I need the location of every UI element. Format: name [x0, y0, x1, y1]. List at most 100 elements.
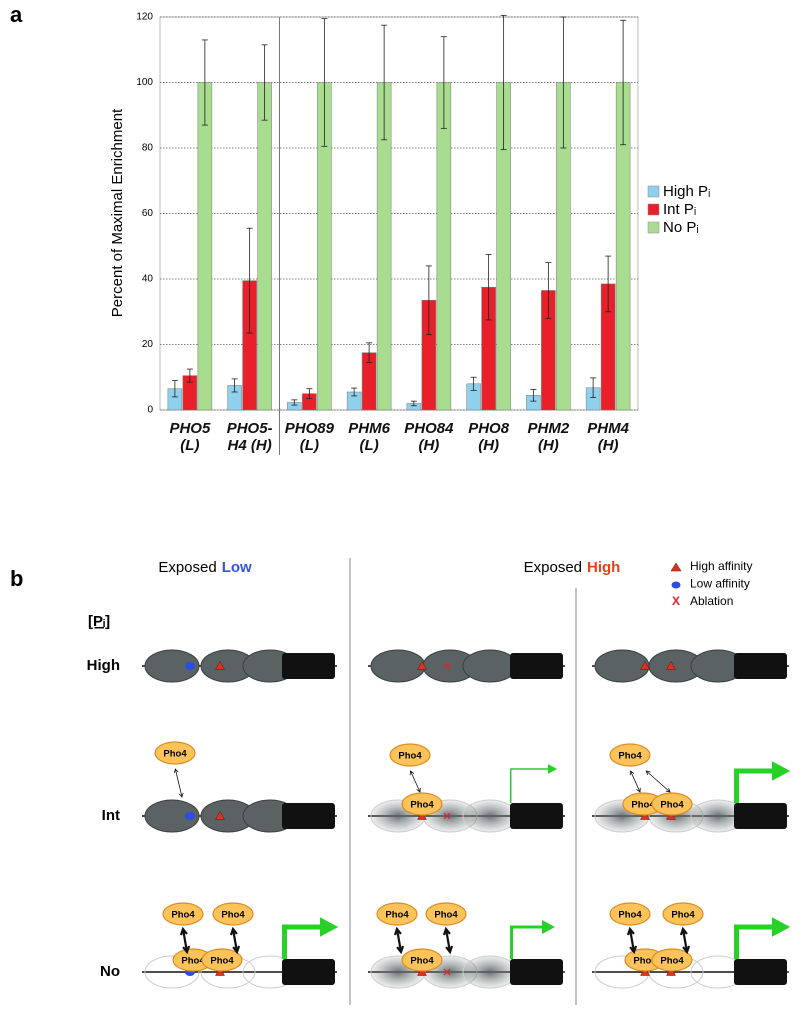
arrow-head [232, 945, 241, 955]
binding-arrow [628, 928, 636, 953]
x-tick-label: PHO89 (L) [284, 420, 334, 454]
error-bar [470, 376, 477, 391]
bar [436, 82, 452, 411]
bar [197, 82, 213, 411]
arrow-head [173, 768, 179, 774]
panel-label: b [10, 566, 23, 591]
binding-arrow [645, 770, 671, 793]
nucleosome [144, 955, 200, 989]
pho4 [609, 743, 651, 767]
x-tick-label: PHO8 (H) [468, 420, 510, 454]
pho4 [651, 948, 693, 972]
pho4-label: Pho4 [660, 956, 684, 967]
nucleosome [144, 649, 200, 683]
legend-swatch [647, 185, 660, 198]
pho4-label: Pho4 [181, 956, 205, 967]
x-tick-label: PHM2 (H) [527, 420, 570, 454]
y-tick-label: 100 [136, 77, 153, 88]
low-affinity-site [185, 812, 195, 820]
legend-triangle [670, 562, 682, 572]
legend-label: Low affinity [690, 577, 750, 591]
header-emphasis: Low [222, 559, 252, 576]
header-emphasis: High [587, 559, 620, 576]
arrow-head [229, 926, 238, 936]
pho4-label: Pho4 [671, 910, 695, 921]
x-tick-label: PHO5-H4 (H) [226, 420, 273, 454]
header-prefix: Exposed [158, 559, 216, 576]
pho4 [609, 902, 651, 926]
error-bar [440, 36, 447, 129]
nucleosome [594, 649, 650, 683]
x-tick-label: PHO5 (L) [169, 420, 211, 454]
row-label: Int [102, 807, 120, 824]
arrow-head [182, 945, 191, 955]
pho4 [651, 792, 693, 816]
nucleosome [144, 799, 200, 833]
nucleosome [370, 649, 426, 683]
pho4-label: Pho4 [618, 910, 642, 921]
error-bar [605, 255, 612, 313]
y-tick-label: 80 [142, 143, 154, 154]
error-bar [186, 368, 193, 383]
gene [734, 959, 787, 985]
binding-arrow [444, 928, 452, 953]
bar [257, 82, 272, 411]
y-axis-label: Percent of Maximal Enrichment [109, 108, 126, 317]
y-tick-label: 20 [142, 339, 154, 350]
nucleosome [462, 799, 518, 833]
binding-arrow [231, 928, 239, 953]
error-bar [261, 44, 268, 121]
arrow-head [445, 945, 454, 955]
pho4 [376, 902, 418, 926]
pho4-label: Pho4 [660, 800, 684, 811]
error-bar [351, 387, 358, 397]
transcription-arrow-head [542, 920, 555, 934]
arrow-head [629, 770, 635, 776]
legend-label: Int Pᵢ [663, 201, 696, 218]
pho4-label: Pho4 [434, 910, 458, 921]
transcription-arrow [510, 925, 542, 959]
transcription-arrow-head [320, 917, 339, 937]
legend-label: Ablation [690, 594, 733, 608]
pho4 [154, 741, 196, 765]
binding-arrow [395, 928, 403, 953]
low-affinity-site [185, 662, 195, 670]
arrow-head [682, 945, 691, 955]
arrow-head [636, 787, 641, 793]
gene [282, 959, 335, 985]
pho4-label: Pho4 [221, 910, 245, 921]
pho4-label: Pho4 [631, 800, 655, 811]
error-bar [530, 388, 537, 402]
nucleosome [462, 955, 518, 989]
pho4-label: Pho4 [163, 749, 187, 760]
error-bar [366, 342, 373, 363]
header-prefix: Exposed [524, 559, 582, 576]
pho4 [201, 948, 243, 972]
gene [734, 803, 787, 829]
arrow-head [396, 945, 405, 955]
legend-label: No Pᵢ [663, 219, 699, 236]
legend-dot [671, 581, 681, 589]
error-bar [410, 400, 417, 407]
high-affinity-site [215, 810, 225, 820]
transcription-arrow-head [772, 761, 791, 781]
arrow-head [416, 787, 421, 793]
transcription-arrow [734, 768, 772, 803]
column-header: Exposed High [524, 559, 621, 576]
error-bar [201, 39, 208, 126]
pho4 [662, 902, 704, 926]
error-bar [291, 399, 298, 406]
row-label: No [100, 963, 120, 980]
transcription-arrow [510, 768, 548, 803]
y-tick-label: 40 [142, 274, 154, 285]
error-bar [171, 380, 178, 398]
x-tick-label: PHO84 (H) [404, 420, 454, 454]
error-bar [381, 24, 388, 141]
y-tick-label: 60 [142, 208, 154, 219]
row-label: High [87, 657, 120, 674]
pho4 [401, 792, 443, 816]
transcription-arrow-head [548, 764, 558, 774]
error-bar [590, 377, 597, 398]
